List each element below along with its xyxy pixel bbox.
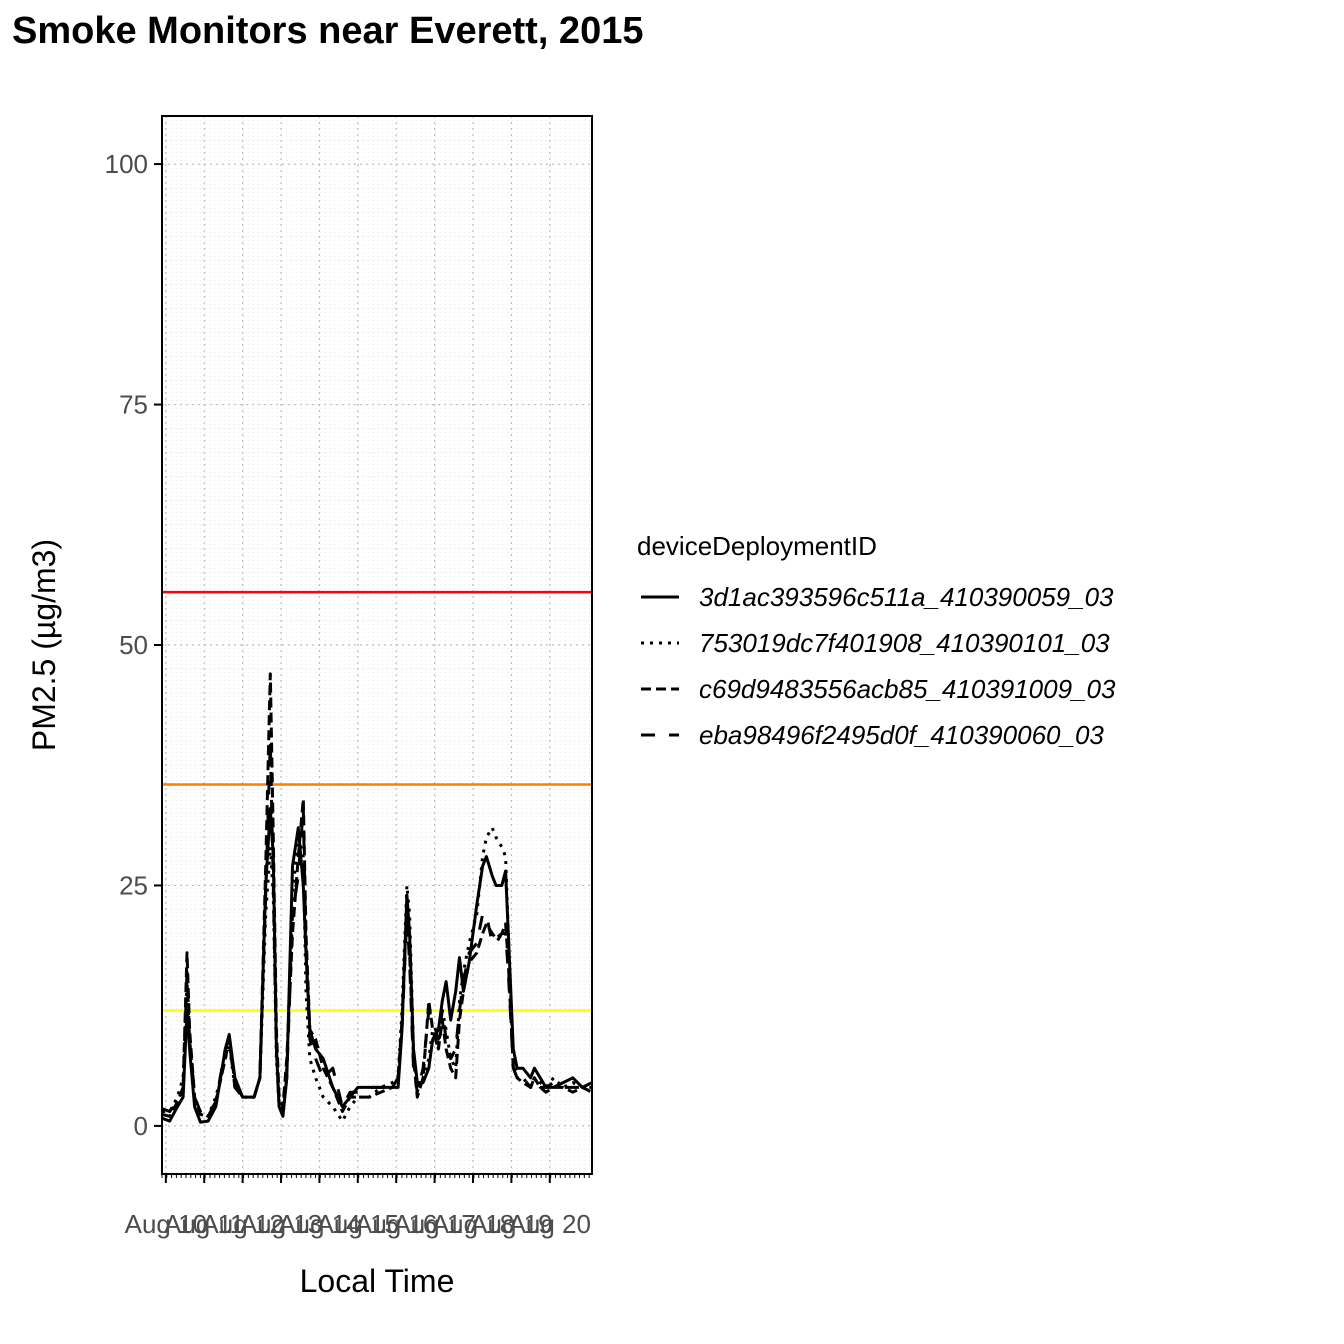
x-tick-label: Aug 15 <box>317 1209 399 1239</box>
y-tick-label: 50 <box>119 630 148 660</box>
x-tick-label: Aug 20 <box>509 1209 591 1239</box>
y-axis-ticks: 0 25 50 75 100 <box>105 149 162 1141</box>
legend-label: c69d9483556acb85_410391009_03 <box>699 674 1116 704</box>
chart-title: Smoke Monitors near Everett, 2015 <box>12 10 644 52</box>
y-tick-label: 100 <box>105 149 148 179</box>
x-tick-label: Aug 14 <box>278 1209 360 1239</box>
x-tick-label: Aug 13 <box>240 1209 322 1239</box>
y-tick-label: 0 <box>134 1111 148 1141</box>
x-tick-label: Aug 19 <box>470 1209 552 1239</box>
y-tick-label: 25 <box>119 870 148 900</box>
legend-label: 753019dc7f401908_410390101_03 <box>699 628 1110 658</box>
legend-label: 3d1ac393596c511a_410390059_03 <box>699 582 1114 612</box>
x-tick-label: Aug 12 <box>201 1209 283 1239</box>
legend-label: eba98496f2495d0f_410390060_03 <box>699 720 1104 750</box>
y-tick-label: 75 <box>119 390 148 420</box>
series-line <box>162 739 592 1116</box>
y-axis-title: PM2.5 (µg/m3) <box>26 539 62 751</box>
series-lines <box>162 672 592 1124</box>
x-tick-label: Aug 16 <box>355 1209 437 1239</box>
plot-panel <box>162 116 592 1174</box>
x-tick-label: Aug 17 <box>393 1209 475 1239</box>
legend: 3d1ac393596c511a_410390059_03 753019dc7f4… <box>641 582 1116 750</box>
x-tick-label: Aug 18 <box>432 1209 514 1239</box>
grid-lines <box>162 116 592 1174</box>
x-axis-title: Local Time <box>300 1263 455 1299</box>
x-tick-label: Aug 11 <box>164 1209 244 1239</box>
legend-title: deviceDeploymentID <box>637 531 877 561</box>
aqi-threshold-lines <box>162 590 592 1012</box>
x-tick-label: Aug 10 <box>125 1209 207 1239</box>
